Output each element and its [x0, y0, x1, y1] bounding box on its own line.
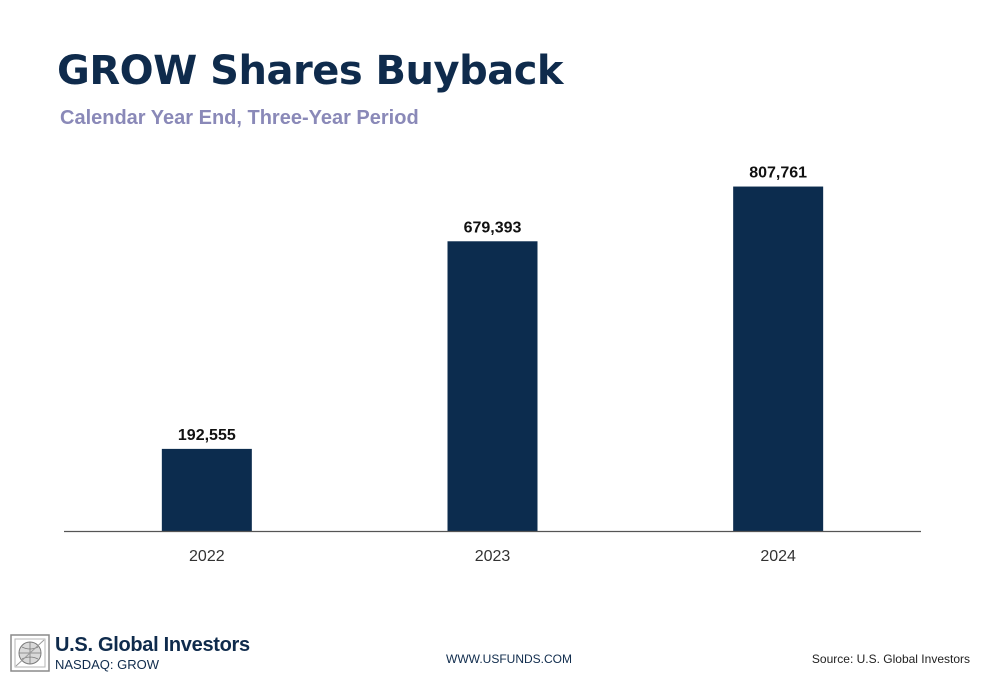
bar-2024	[733, 186, 824, 531]
bar-2023	[447, 241, 538, 531]
x-tick-label-2022: 2022	[189, 548, 225, 565]
bar-2022	[161, 448, 252, 531]
source-note: Source: U.S. Global Investors	[811, 652, 970, 666]
x-tick-label-2023: 2023	[475, 548, 511, 565]
data-label-2022: 192,555	[178, 427, 236, 444]
globe-logo-icon	[10, 634, 50, 672]
bar-chart: 192,555 2022 679,393 2023 807,761 2024	[64, 165, 921, 565]
brand-ticker: NASDAQ: GROW	[55, 657, 160, 672]
chart-subtitle: Calendar Year End, Three-Year Period	[60, 107, 419, 129]
data-label-2024: 807,761	[749, 165, 807, 182]
chart-title: GROW Shares Buyback	[57, 48, 564, 94]
website-link[interactable]: WWW.USFUNDS.COM	[446, 652, 572, 666]
x-tick-label-2024: 2024	[760, 548, 796, 565]
data-label-2023: 679,393	[464, 219, 522, 236]
brand-name: U.S. Global Investors	[55, 634, 250, 656]
